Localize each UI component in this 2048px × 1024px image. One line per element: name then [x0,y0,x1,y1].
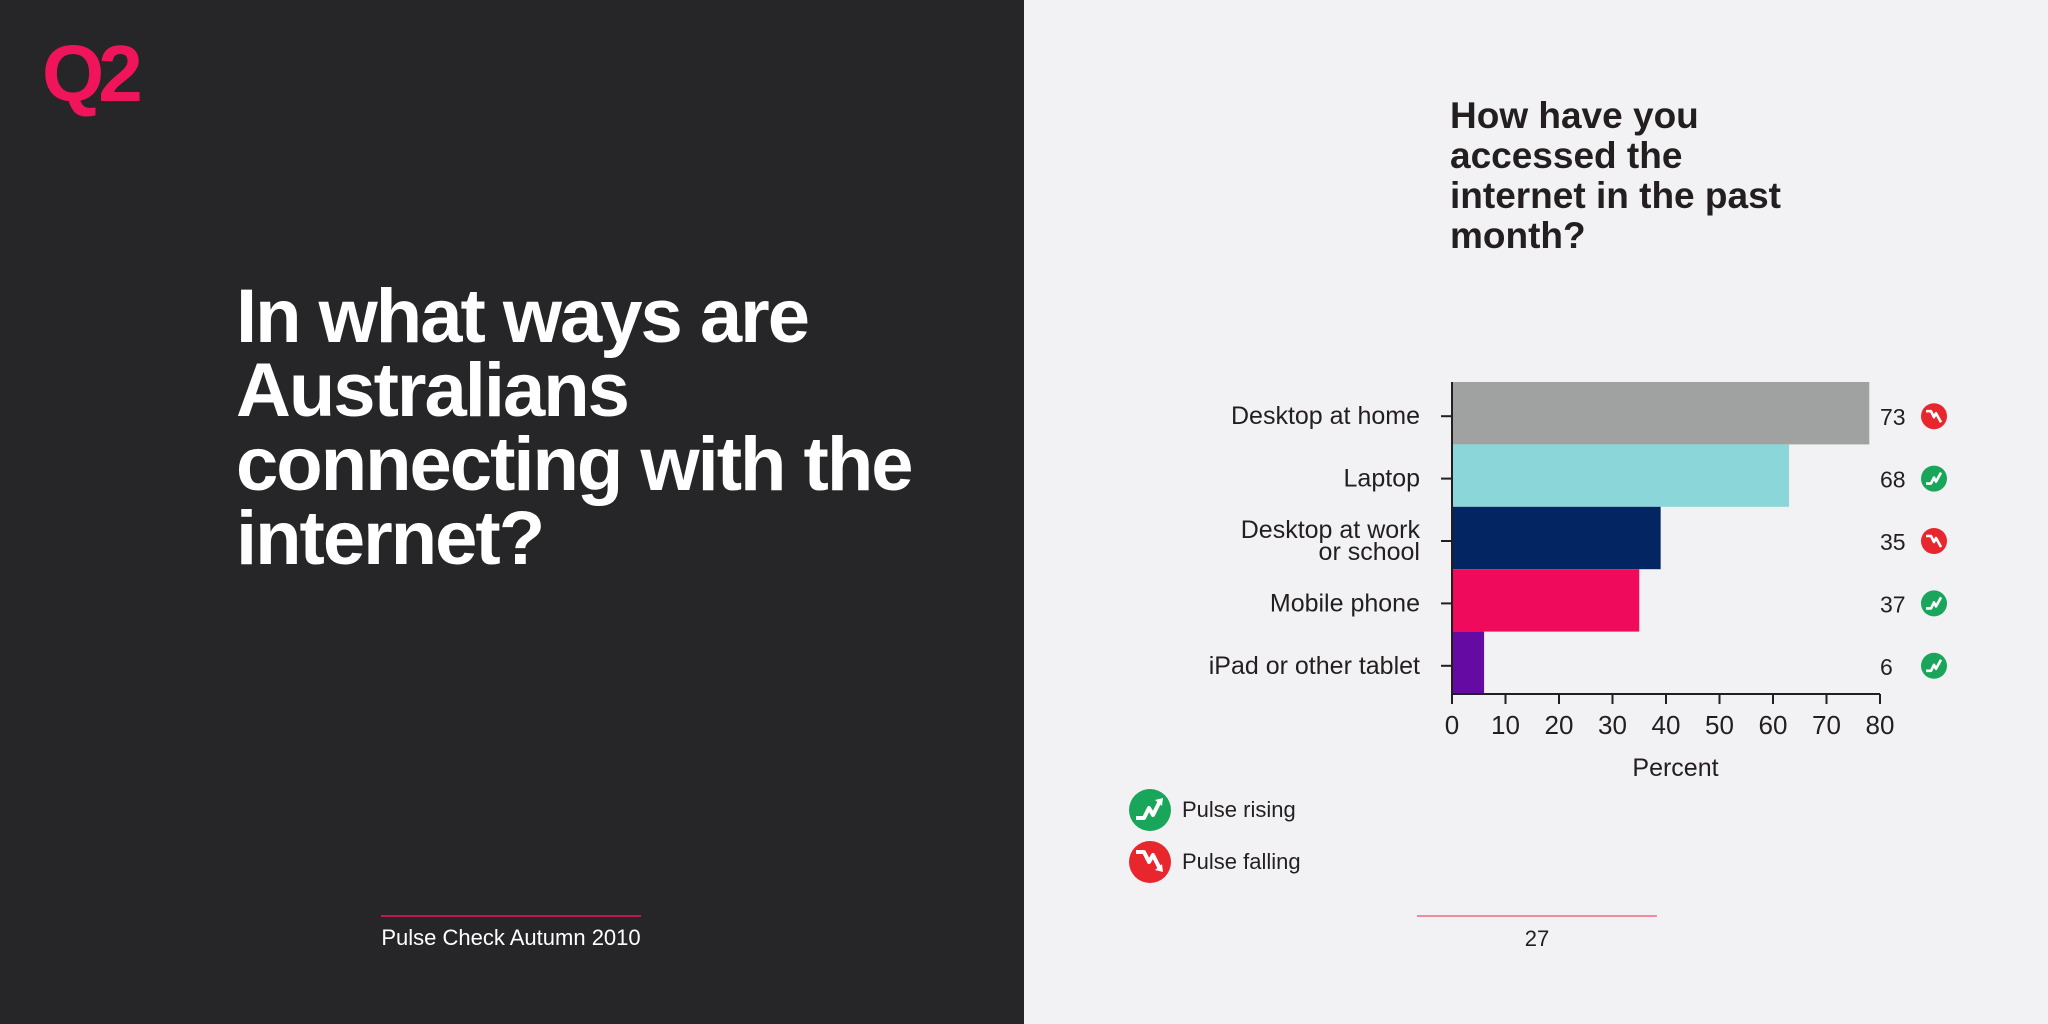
bar-2 [1452,506,1661,570]
category-label-4: iPad or other tablet [1209,652,1420,680]
page-number: 27 [1524,926,1550,951]
x-tick-label-8: 80 [1866,710,1895,740]
question-badge: Q2 [42,29,143,118]
x-tick-label-7: 70 [1812,710,1841,740]
category-label-3: Mobile phone [1270,589,1420,617]
legend-item-falling: Pulse falling [1128,840,1301,884]
left-panel: Q2 In what ways are Australians connecti… [0,0,1024,1024]
page-divider [1417,915,1657,917]
category-label-0: Desktop at home [1231,402,1420,430]
x-tick-label-3: 30 [1598,710,1627,740]
legend-item-rising: Pulse rising [1128,788,1296,832]
footer-divider [381,915,641,917]
pulse-falling-icon [1129,841,1171,883]
bar-0 [1452,382,1870,445]
data-label-2: 35 [1880,529,1906,555]
bar-1 [1452,444,1790,507]
bar-3 [1452,569,1640,632]
x-tick-label-5: 50 [1705,710,1734,740]
category-label-1: Laptop [1344,465,1420,493]
pulse-rising-icon-3 [1921,590,1947,617]
x-tick-label-4: 40 [1652,710,1681,740]
pulse-rising-icon [1129,789,1171,831]
chart-title: How have you accessed the internet in the … [1450,95,1781,256]
pulse-rising-icon-1 [1921,465,1947,492]
legend-label-falling: Pulse falling [1182,849,1301,874]
headline: In what ways are Australians connecting … [236,274,914,581]
pulse-rising-icon-4 [1921,652,1947,679]
data-label-4: 6 [1880,654,1893,680]
data-label-0: 73 [1880,404,1906,430]
x-axis-label: Percent [1632,754,1718,782]
pulse-falling-icon-2 [1921,528,1947,554]
category-label-2-1: or school [1319,538,1420,566]
pulse-falling-icon-0 [1921,403,1947,430]
bar-4 [1452,631,1485,694]
data-label-1: 68 [1880,467,1906,493]
category-label-2-0: Desktop at work [1241,516,1421,544]
x-tick-label-0: 0 [1445,710,1459,740]
footer-publication: Pulse Check Autumn 2010 [381,925,641,950]
x-tick-label-6: 60 [1759,710,1788,740]
x-tick-label-2: 20 [1545,710,1574,740]
legend-label-rising: Pulse rising [1182,797,1296,822]
data-label-3: 37 [1880,591,1906,617]
x-tick-label-1: 10 [1491,710,1520,740]
